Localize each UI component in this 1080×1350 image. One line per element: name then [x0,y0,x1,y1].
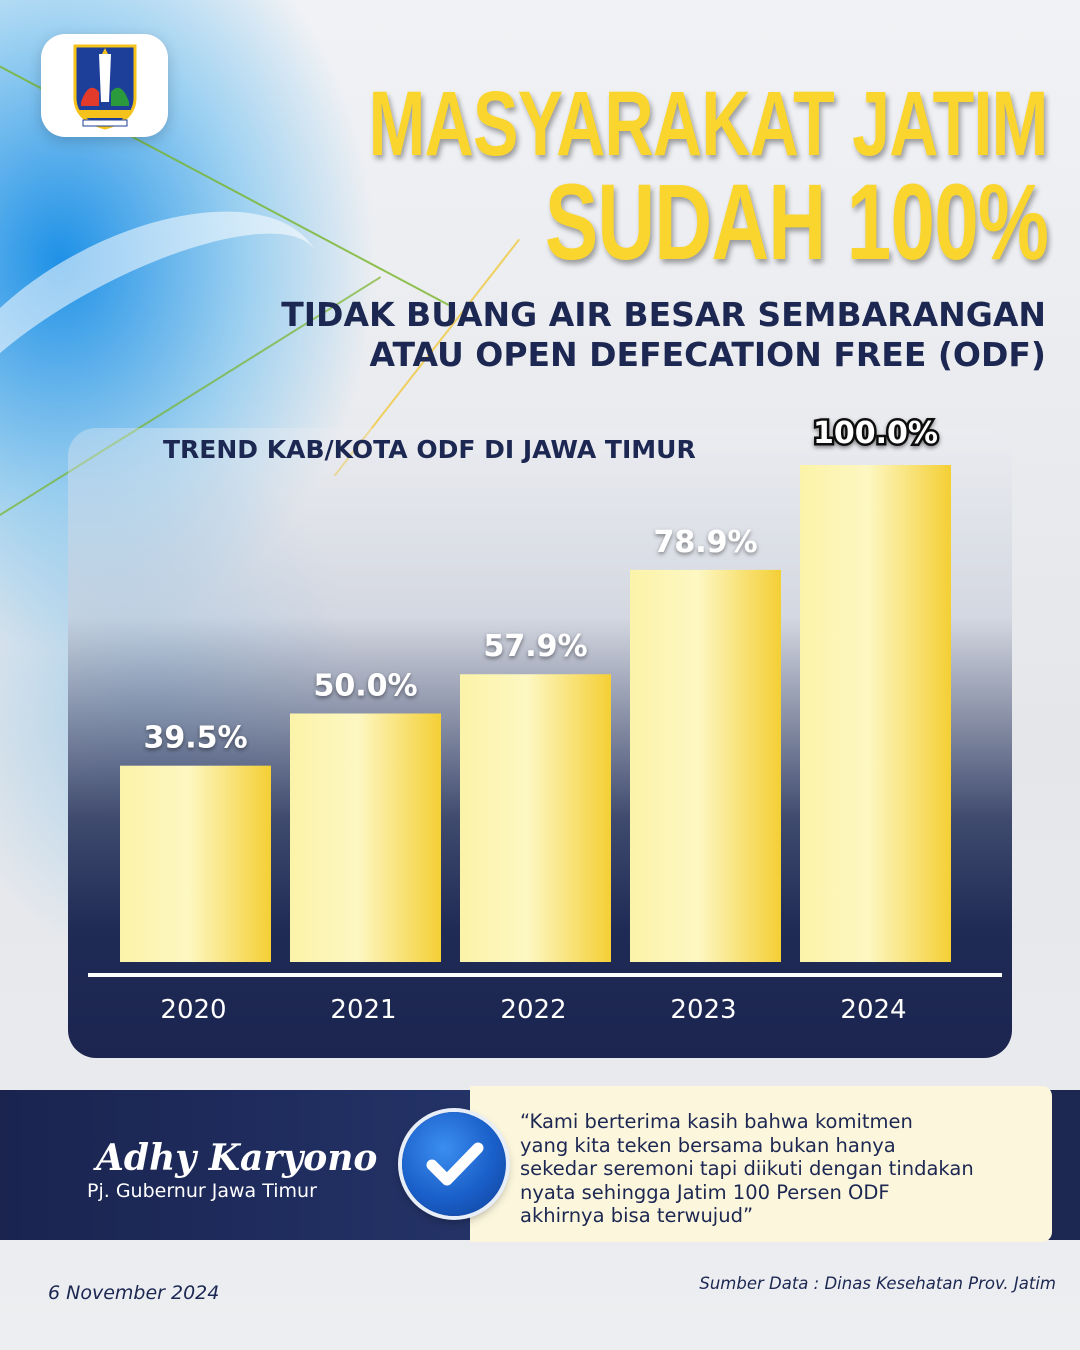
publish-date: 6 November 2024 [48,1282,220,1304]
speaker-name: Adhy Karyono [96,1137,378,1179]
x-tick-label: 2024 [840,995,906,1025]
bar-value-label: 50.0% [313,669,417,704]
bar-2020 [120,765,271,962]
bar-value-label: 39.5% [143,721,247,756]
bar-2024 [800,465,951,962]
data-source: Sumber Data : Dinas Kesehatan Prov. Jati… [699,1274,1056,1293]
check-icon [426,1142,484,1186]
chart-title: TREND KAB/KOTA ODF DI JAWA TIMUR [163,435,696,464]
bar-2022 [460,674,611,962]
headline-line-2: SUDAH 100% [544,161,1049,282]
headline-line-1: MASYARAKAT JATIM [368,73,1049,175]
bar-value-label: 78.9% [653,525,757,560]
speaker-block [0,1090,470,1240]
jawa-timur-emblem-icon [73,44,136,130]
bar-2023 [630,569,781,962]
check-badge [402,1112,506,1216]
x-tick-label: 2021 [330,995,396,1025]
x-tick-label: 2020 [160,995,226,1025]
speaker-role: Pj. Gubernur Jawa Timur [87,1180,317,1202]
bar-value-label: 57.9% [483,629,587,664]
x-tick-label: 2022 [500,995,566,1025]
subtitle-line-1: TIDAK BUANG AIR BESAR SEMBARANGAN [281,295,1046,334]
bar-value-label: 100.0% [813,416,938,451]
quote-text: “Kami berterima kasih bahwa komitmen yan… [520,1110,974,1227]
subtitle-line-2: ATAU OPEN DEFECATION FREE (ODF) [369,335,1046,374]
logo-card [41,34,168,137]
quote-box [470,1086,1052,1242]
bar-2021 [290,713,441,962]
x-tick-label: 2023 [670,995,736,1025]
